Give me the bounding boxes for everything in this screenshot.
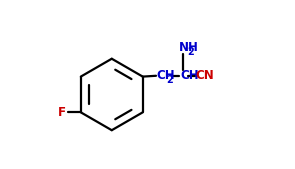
Text: 2: 2 <box>166 75 173 85</box>
Text: CN: CN <box>196 69 214 82</box>
Text: F: F <box>58 106 66 119</box>
Text: 2: 2 <box>188 47 194 57</box>
Text: CH: CH <box>180 69 199 82</box>
Text: NH: NH <box>179 41 199 54</box>
Text: CH: CH <box>157 69 176 82</box>
